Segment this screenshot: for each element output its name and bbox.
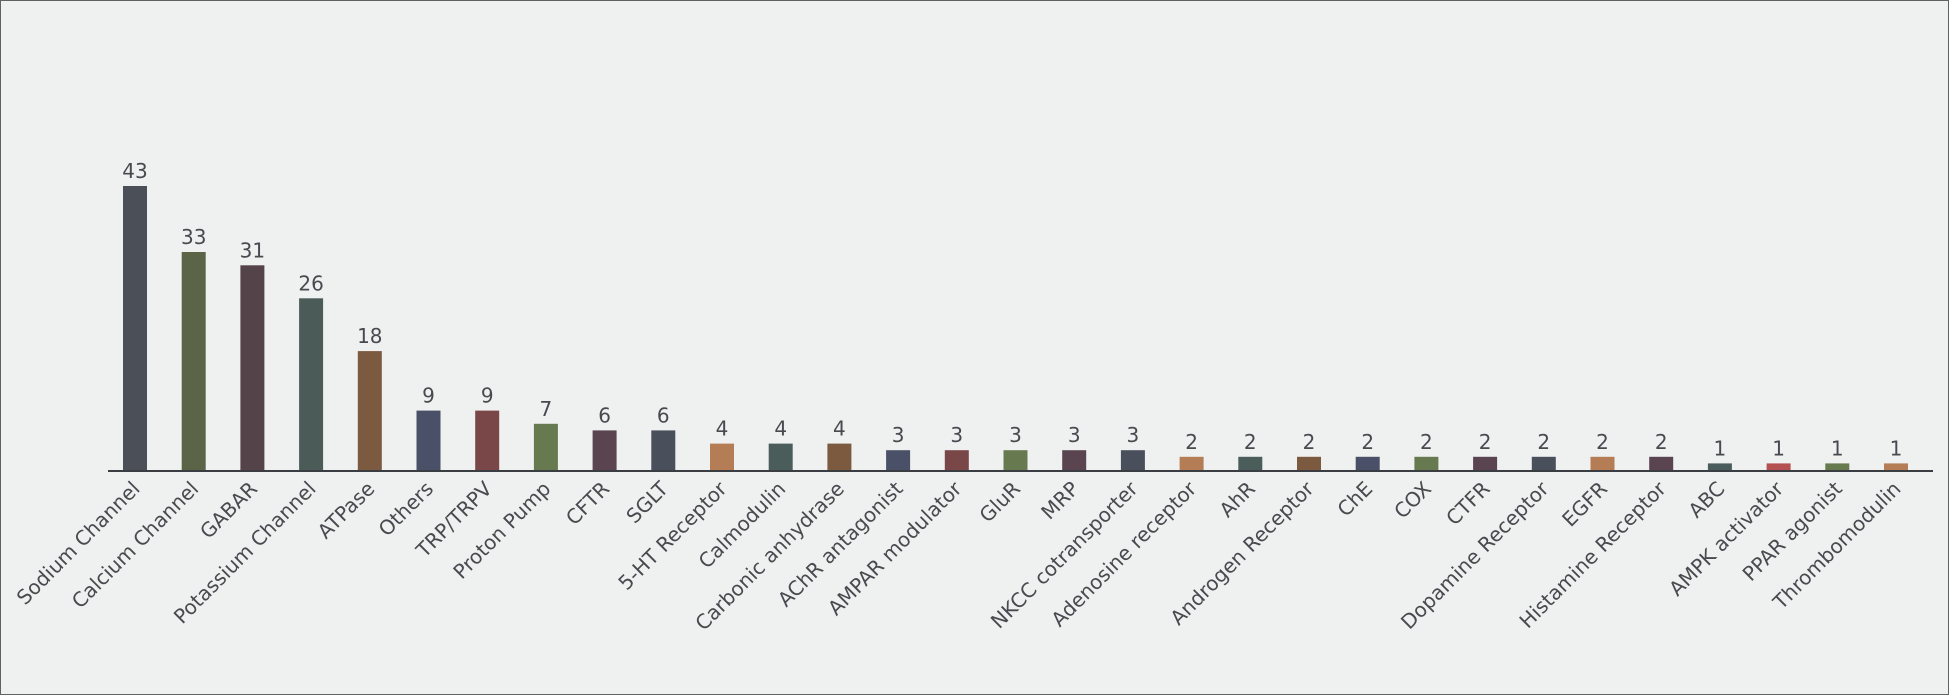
value-label-ampk-activator: 1 (1772, 436, 1785, 460)
category-label-che: ChE (1332, 477, 1377, 522)
bar-calcium-channel (181, 252, 206, 470)
value-label-dopamine-receptor: 2 (1537, 430, 1550, 454)
bar-thrombomodulin (1884, 463, 1908, 470)
value-label-androgen-receptor: 2 (1303, 430, 1316, 454)
value-label-ctfr: 2 (1479, 430, 1492, 454)
bar-proton-pump (533, 423, 558, 470)
bar-ampar-modulator (944, 450, 969, 470)
bar-others (416, 410, 441, 470)
bar-ahr (1238, 456, 1263, 470)
bar-ppar-agonist (1825, 463, 1850, 470)
category-label-glur: GluR (974, 477, 1025, 528)
value-label-egfr: 2 (1596, 430, 1609, 454)
bar-sodium-channel (123, 186, 147, 470)
category-label-ahr: AhR (1214, 477, 1260, 523)
value-label-potassium-channel: 26 (298, 271, 323, 295)
value-label-sodium-channel: 43 (122, 159, 147, 183)
value-label-sglt: 6 (657, 403, 670, 427)
value-label-calcium-channel: 33 (181, 225, 206, 249)
bar-calmodulin (768, 443, 793, 470)
value-label-cox: 2 (1420, 430, 1433, 454)
category-label-egfr: EGFR (1557, 477, 1612, 532)
bars-layer (123, 186, 1908, 470)
bar-abc (1707, 463, 1732, 470)
value-label-ampar-modulator: 3 (950, 423, 963, 447)
value-label-trp-trpv: 9 (481, 384, 494, 408)
bar-ctfr (1473, 456, 1498, 470)
value-label-achr-antagonist: 3 (892, 423, 905, 447)
value-label-5-ht-receptor: 4 (716, 417, 729, 441)
value-label-mrp: 3 (1068, 423, 1081, 447)
bar-trp-trpv (475, 410, 500, 470)
value-label-nkcc-cotransporter: 3 (1127, 423, 1140, 447)
value-label-others: 9 (422, 384, 435, 408)
bar-glur (1003, 450, 1028, 470)
bar-adenosine-receptor (1179, 456, 1204, 470)
bar-histamine-receptor (1649, 456, 1674, 470)
category-label-atpase: ATPase (313, 477, 380, 544)
value-label-histamine-receptor: 2 (1655, 430, 1668, 454)
bar-nkcc-cotransporter (1120, 450, 1145, 470)
value-label-che: 2 (1361, 430, 1374, 454)
value-label-atpase: 18 (357, 324, 382, 348)
value-label-carbonic-anhydrase: 4 (833, 417, 846, 441)
category-label-cox: COX (1389, 476, 1436, 523)
value-label-ahr: 2 (1244, 430, 1257, 454)
value-label-glur: 3 (1009, 423, 1022, 447)
category-label-mrp: MRP (1036, 477, 1084, 525)
bar-sglt (651, 430, 676, 470)
bar-potassium-channel (299, 298, 324, 470)
category-label-abc: ABC (1683, 477, 1729, 523)
bar-egfr (1590, 456, 1615, 470)
bar-ampk-activator (1766, 463, 1791, 470)
category-label-sglt: SGLT (621, 476, 673, 528)
bar-androgen-receptor (1297, 456, 1321, 470)
value-label-calmodulin: 4 (774, 417, 787, 441)
value-label-gabar: 31 (240, 238, 265, 262)
bar-cox (1414, 456, 1439, 470)
bar-gabar (240, 265, 265, 470)
bar-5-ht-receptor (710, 443, 734, 470)
value-label-proton-pump: 7 (540, 397, 553, 421)
bar-che (1355, 456, 1380, 470)
bar-dopamine-receptor (1531, 456, 1556, 470)
value-label-cftr: 6 (598, 403, 611, 427)
category-label-cftr: CFTR (561, 476, 614, 529)
value-label-ppar-agonist: 1 (1831, 436, 1844, 460)
category-label-ctfr: CTFR (1441, 477, 1495, 531)
bar-atpase (357, 351, 382, 470)
value-label-adenosine-receptor: 2 (1185, 430, 1198, 454)
value-label-thrombomodulin: 1 (1890, 436, 1903, 460)
bar-mrp (1062, 450, 1087, 470)
bar-cftr (592, 430, 617, 470)
bar-achr-antagonist (886, 450, 911, 470)
value-label-abc: 1 (1714, 436, 1727, 460)
bar-carbonic-anhydrase (827, 443, 852, 470)
